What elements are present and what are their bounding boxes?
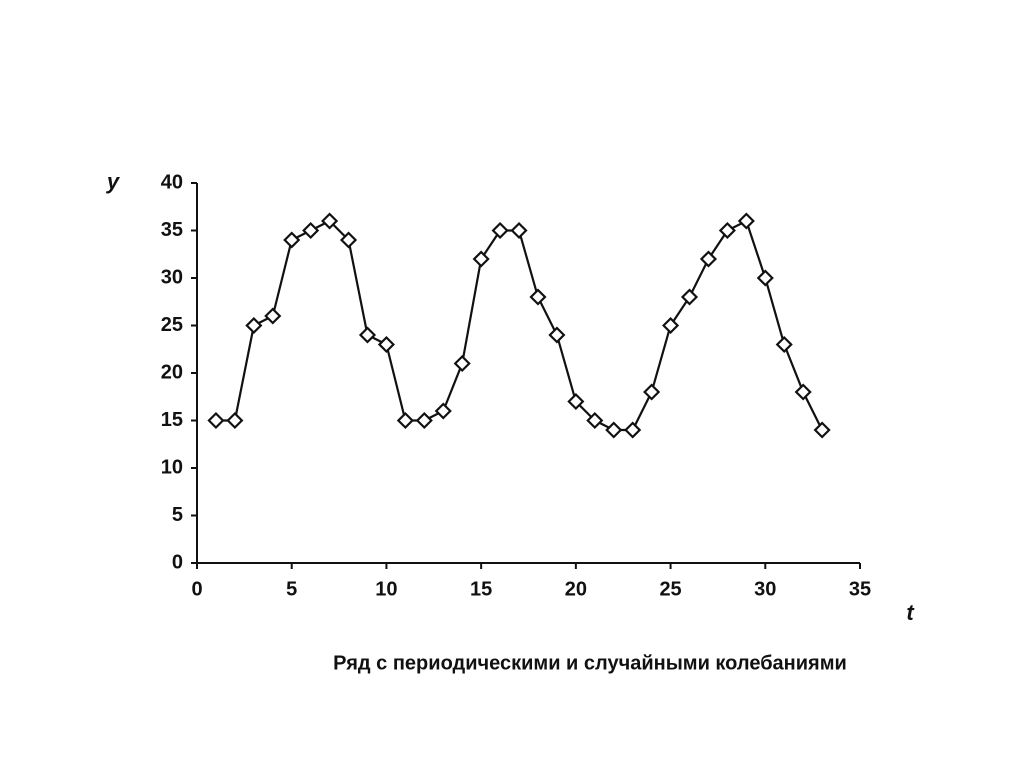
marker [718, 221, 736, 240]
marker [415, 411, 433, 430]
line [215, 219, 824, 432]
y-tick-label: 0 [172, 551, 183, 573]
marker [662, 316, 680, 335]
marker [358, 326, 377, 344]
marker [339, 231, 358, 249]
marker [302, 221, 320, 240]
marker [737, 212, 755, 230]
marker [264, 307, 282, 325]
y-tick-label: 25 [161, 314, 183, 336]
marker [491, 221, 509, 240]
marker [283, 231, 301, 249]
marker [756, 269, 774, 287]
x-tick-label: 35 [849, 578, 871, 600]
marker [434, 402, 452, 420]
x-tick-label: 30 [754, 578, 776, 600]
marker [813, 421, 831, 439]
x-tick-label: 15 [470, 578, 492, 600]
marker [624, 421, 642, 439]
x-axis-label: t [906, 600, 915, 625]
marker [586, 411, 604, 430]
y-tick-label: 5 [172, 504, 183, 526]
caption: Ряд с периодическими и случайными колеба… [333, 652, 847, 674]
y-tick-label: 10 [161, 456, 183, 478]
marker [699, 250, 718, 268]
marker [775, 335, 793, 354]
marker [226, 411, 244, 430]
marker [529, 288, 547, 306]
marker [472, 250, 490, 268]
marker [396, 411, 414, 430]
y-tick-label: 15 [161, 409, 183, 431]
y-tick-label: 40 [161, 171, 183, 193]
x-tick-label: 0 [191, 578, 202, 600]
marker [794, 383, 812, 401]
y-axis-label: y [106, 169, 121, 194]
x-tick-label: 25 [659, 578, 681, 600]
x-tick-label: 20 [565, 578, 587, 600]
x-tick-label: 10 [375, 578, 397, 600]
marker [567, 392, 585, 411]
marker [245, 316, 263, 335]
marker [548, 326, 566, 344]
marker [680, 288, 699, 306]
marker [510, 221, 528, 240]
marker [453, 354, 471, 373]
y-tick-label: 20 [161, 361, 183, 383]
x-tick-label: 5 [286, 578, 297, 600]
marker [643, 383, 661, 401]
y-tick-label: 35 [161, 219, 183, 241]
marker [605, 421, 623, 439]
marker [377, 335, 395, 354]
marker [207, 411, 225, 430]
y-tick-label: 30 [161, 266, 183, 288]
marker [321, 212, 339, 230]
